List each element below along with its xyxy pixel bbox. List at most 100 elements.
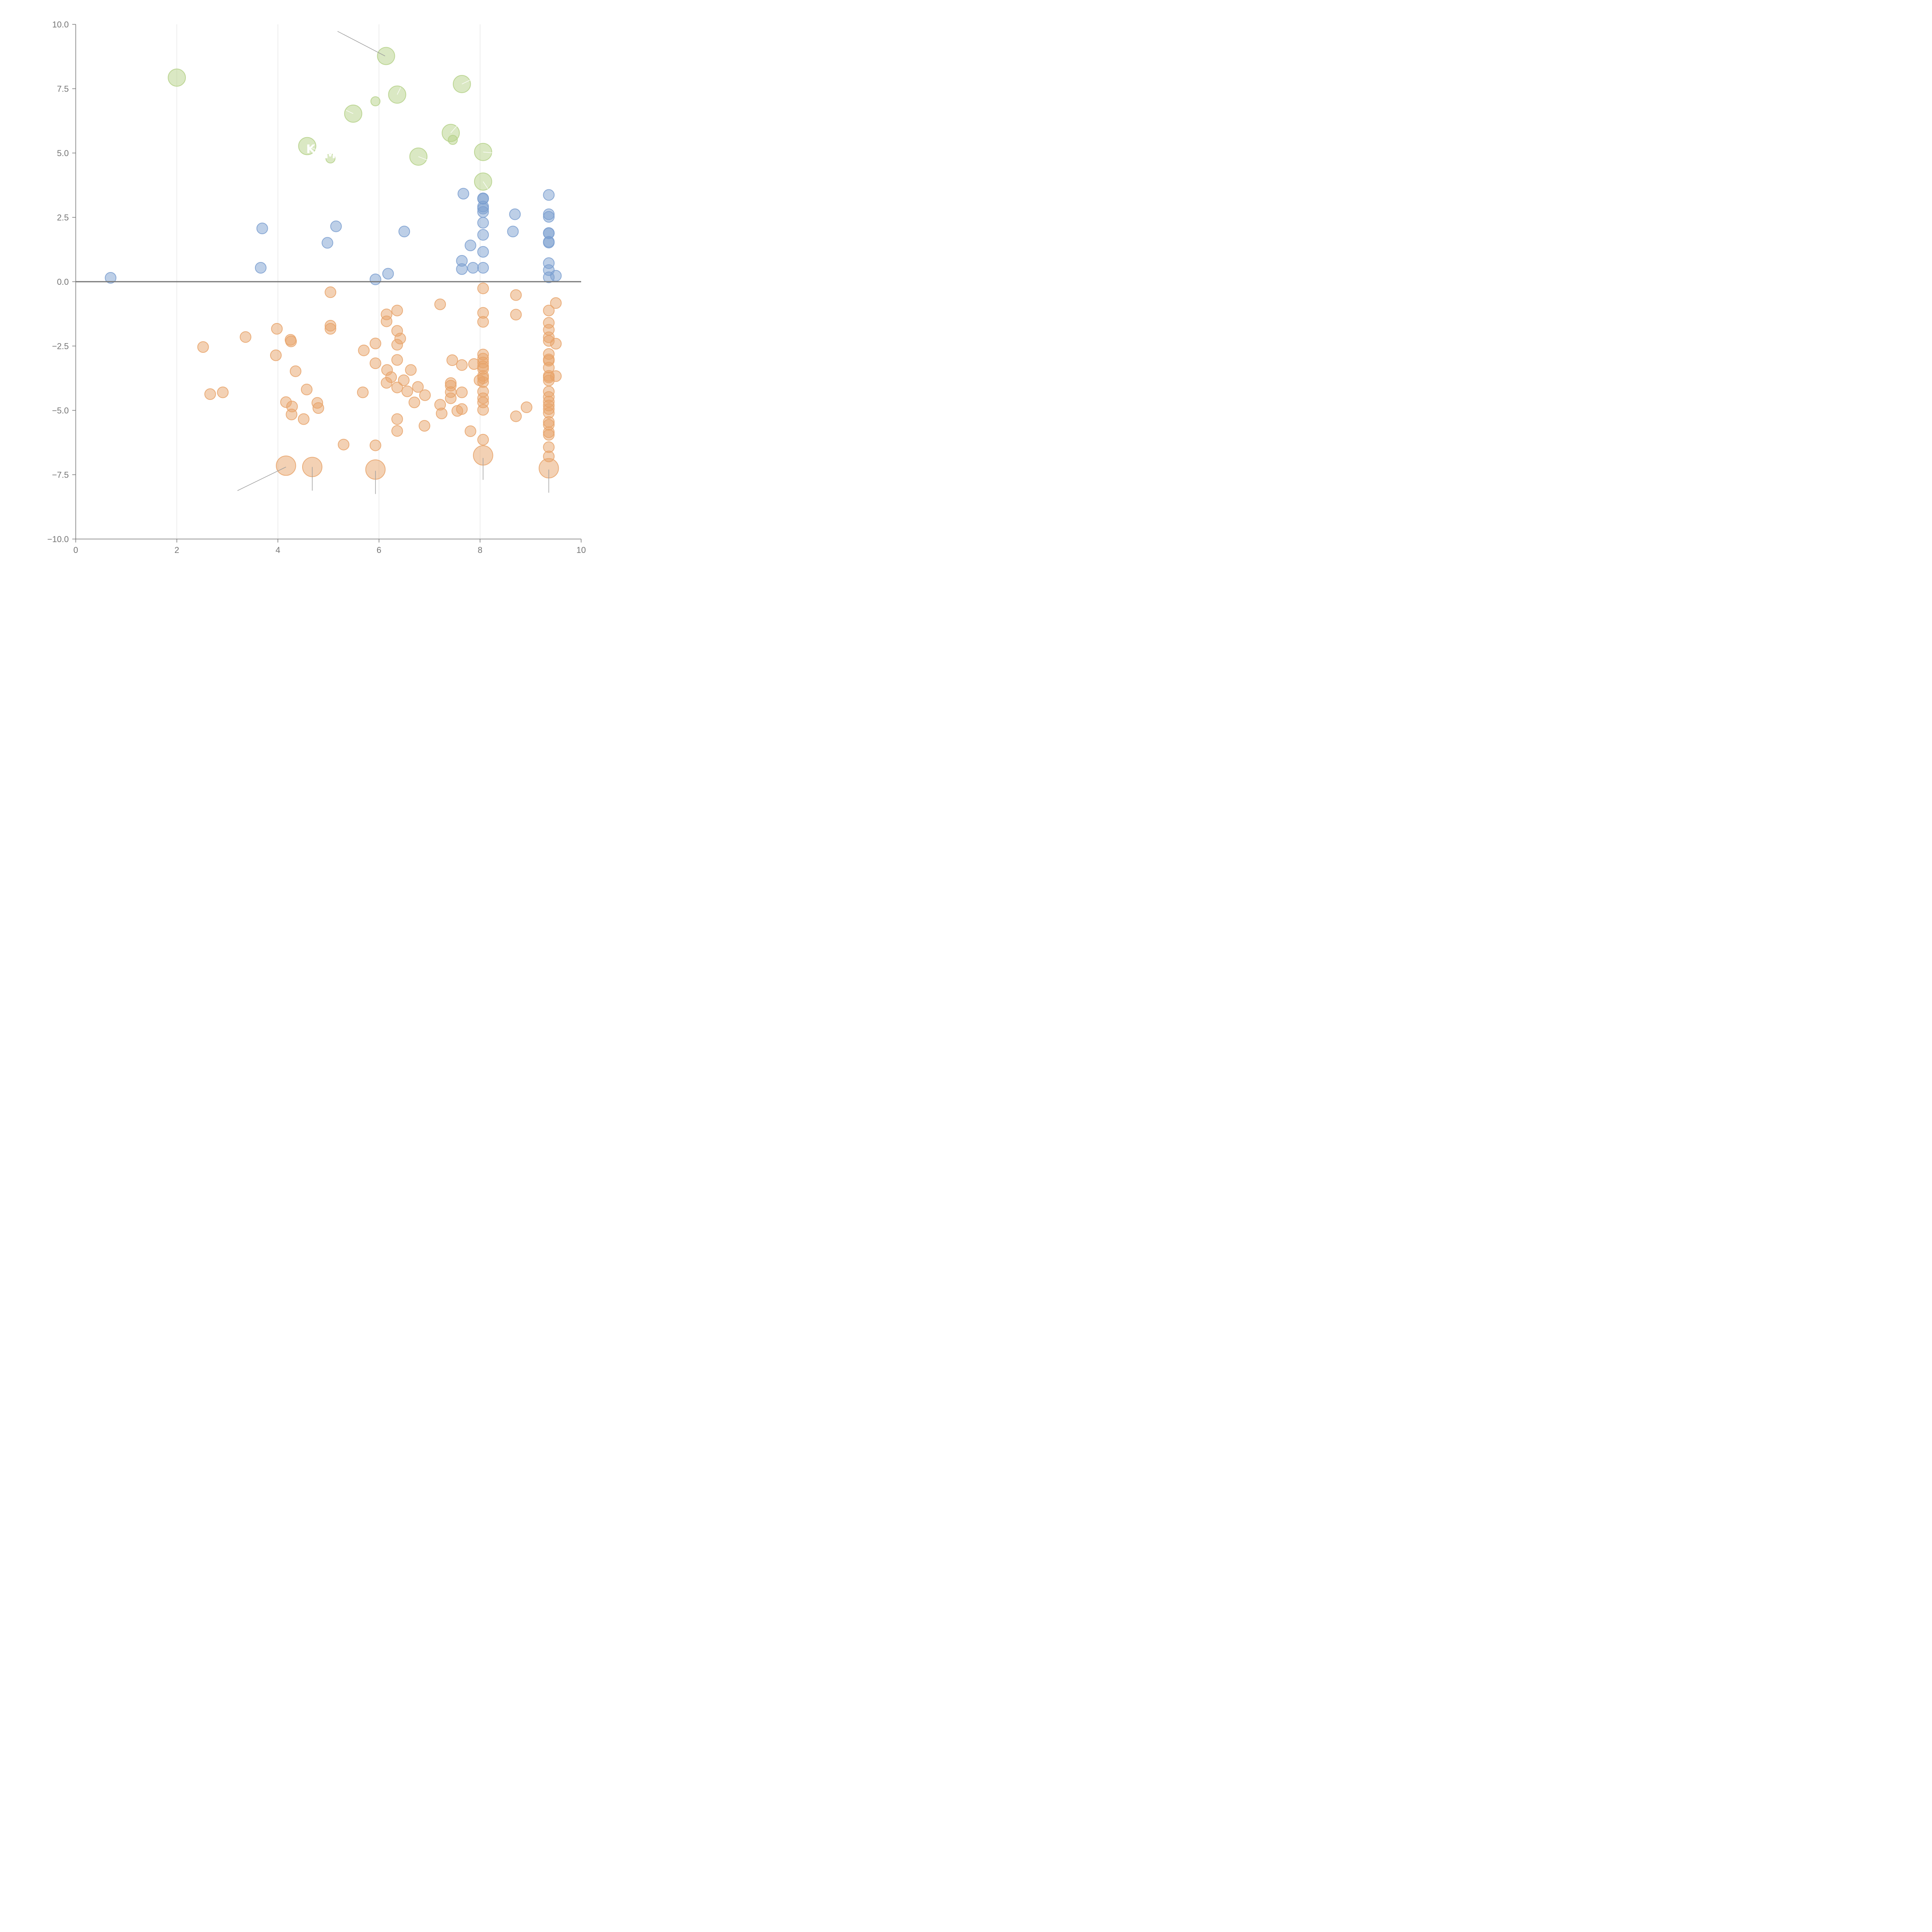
orange-point bbox=[298, 413, 310, 425]
orange-point bbox=[312, 402, 324, 414]
orange-point bbox=[391, 413, 403, 425]
orange-point bbox=[271, 323, 283, 335]
orange-point bbox=[286, 408, 298, 420]
orange-point bbox=[434, 298, 446, 310]
point-annotation: K bbox=[306, 143, 316, 156]
orange-point bbox=[477, 404, 489, 416]
blue-point bbox=[256, 223, 268, 235]
orange-point bbox=[477, 434, 489, 446]
green-point bbox=[447, 135, 458, 145]
label-leader-line bbox=[346, 110, 354, 114]
orange-point bbox=[510, 289, 522, 301]
data-points bbox=[105, 47, 562, 480]
blue-point bbox=[543, 236, 555, 248]
y-tick-label: 10.0 bbox=[52, 20, 69, 29]
orange-point bbox=[357, 386, 369, 398]
y-tick-label: −7.5 bbox=[52, 470, 69, 480]
orange-point bbox=[510, 309, 522, 321]
x-tick-label: 2 bbox=[174, 545, 179, 555]
blue-point bbox=[550, 270, 562, 282]
point-annotation: M bbox=[325, 148, 336, 161]
orange-point bbox=[477, 282, 489, 294]
blue-point bbox=[382, 268, 394, 280]
label-leader-line bbox=[483, 181, 489, 190]
label-leader-line bbox=[307, 146, 319, 151]
orange-point bbox=[240, 331, 252, 343]
orange-point bbox=[405, 364, 417, 376]
orange-point bbox=[270, 349, 282, 361]
orange-point bbox=[338, 439, 350, 451]
leader-lines bbox=[237, 31, 549, 494]
blue-point bbox=[507, 226, 519, 238]
scatter-chart: 0 2 4 6 8 10 10.0 7.5 5.0 2.5 0.0 −2.5 −5.0 −7.5 −10.0… bbox=[47, 20, 586, 555]
orange-point bbox=[446, 354, 458, 366]
orange-point bbox=[325, 323, 337, 335]
blue-point bbox=[477, 229, 489, 241]
orange-point bbox=[285, 335, 297, 347]
label-leader-line bbox=[237, 466, 286, 491]
orange-point bbox=[398, 374, 410, 386]
blue-point bbox=[330, 220, 342, 232]
x-tick-label: 10 bbox=[577, 545, 586, 555]
y-tick-label: −10.0 bbox=[47, 534, 69, 544]
orange-point bbox=[391, 381, 403, 393]
blue-point bbox=[398, 226, 410, 238]
label-leader-line bbox=[450, 125, 458, 133]
blue-point bbox=[477, 262, 489, 274]
label-leader-line bbox=[483, 151, 495, 153]
label-leader-line bbox=[418, 156, 429, 161]
blue-point bbox=[477, 246, 489, 258]
orange-point bbox=[289, 365, 301, 377]
x-tick-label: 6 bbox=[377, 545, 381, 555]
label-leader-line bbox=[461, 80, 471, 85]
blue-point bbox=[369, 274, 381, 286]
blue-point bbox=[456, 255, 468, 267]
y-tick-label: 2.5 bbox=[57, 213, 69, 223]
orange-point bbox=[474, 374, 486, 386]
x-tick-label: 8 bbox=[478, 545, 482, 555]
orange-point bbox=[401, 385, 413, 397]
orange-point bbox=[408, 396, 420, 408]
orange-point bbox=[550, 370, 562, 382]
orange-point bbox=[391, 304, 403, 316]
orange-point bbox=[456, 359, 468, 371]
orange-point bbox=[369, 337, 381, 349]
orange-point bbox=[550, 338, 562, 350]
blue-point bbox=[543, 189, 555, 201]
orange-point bbox=[381, 315, 393, 327]
blue-point bbox=[543, 211, 555, 223]
blue-point bbox=[321, 237, 333, 249]
y-tick-label: 0.0 bbox=[57, 277, 69, 287]
blue-point bbox=[464, 240, 476, 252]
orange-point bbox=[412, 381, 424, 393]
orange-point bbox=[464, 425, 476, 437]
orange-point bbox=[204, 388, 216, 400]
orange-point bbox=[550, 297, 562, 309]
orange-point bbox=[477, 316, 489, 328]
green-point bbox=[168, 68, 186, 87]
y-tick-label: −2.5 bbox=[52, 342, 69, 351]
orange-point bbox=[543, 429, 555, 441]
orange-point bbox=[391, 425, 403, 437]
x-tick-label: 0 bbox=[73, 545, 78, 555]
blue-point bbox=[477, 217, 489, 229]
label-leader-line bbox=[397, 87, 401, 95]
y-tick-label: −5.0 bbox=[52, 406, 69, 415]
orange-point bbox=[435, 407, 447, 419]
y-tick-label: 7.5 bbox=[57, 84, 69, 94]
green-point bbox=[377, 47, 395, 65]
blue-point bbox=[477, 206, 489, 218]
blue-point bbox=[509, 208, 521, 220]
orange-point bbox=[419, 389, 431, 401]
orange-point bbox=[369, 357, 381, 369]
y-tick-label: 5.0 bbox=[57, 148, 69, 158]
blue-point bbox=[255, 262, 267, 274]
orange-point bbox=[456, 386, 468, 398]
orange-point bbox=[217, 386, 229, 398]
orange-point bbox=[418, 420, 430, 432]
blue-point bbox=[457, 188, 469, 200]
orange-point bbox=[510, 410, 522, 422]
blue-point bbox=[105, 272, 117, 284]
label-leader-line bbox=[337, 31, 385, 56]
